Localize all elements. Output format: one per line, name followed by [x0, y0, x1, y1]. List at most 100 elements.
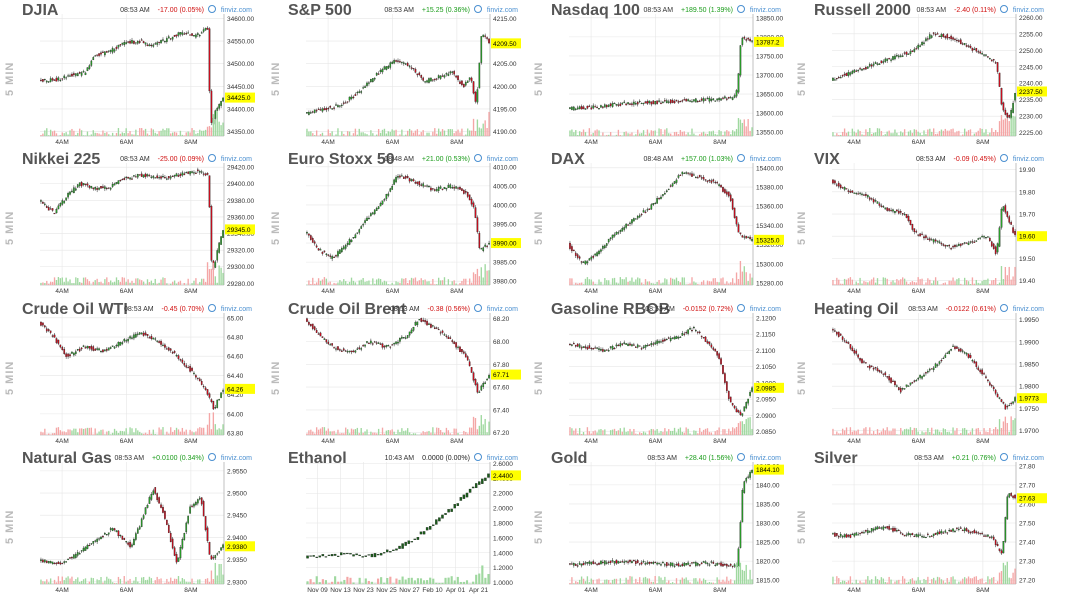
panel-title[interactable]: Crude Oil Brent	[288, 301, 407, 318]
candle	[55, 209, 58, 214]
panel-heatingoil[interactable]: 1.9950 1.9900 1.9850 1.9800 1.9750 1.9700 4AM 6…	[792, 299, 1052, 447]
brand-link[interactable]: finviz.com	[1012, 156, 1044, 163]
brand-link[interactable]: finviz.com	[220, 306, 252, 313]
panel-header: 08:53 AM +28.40 (1.56%) finviz.com	[647, 453, 781, 462]
y-tick-label: 4190.00	[493, 129, 517, 136]
panel-title[interactable]: Heating Oil	[814, 301, 899, 318]
panel-title[interactable]: VIX	[814, 151, 840, 168]
candle	[197, 169, 199, 172]
panel-title[interactable]: Silver	[814, 450, 858, 467]
brand-link[interactable]: finviz.com	[749, 7, 781, 14]
volume-bar	[861, 134, 863, 136]
brand-link[interactable]: finviz.com	[749, 156, 781, 163]
brand-link[interactable]: finviz.com	[486, 7, 518, 14]
candle	[401, 175, 403, 177]
brand-link[interactable]: finviz.com	[1012, 455, 1044, 462]
candle	[932, 239, 935, 243]
volume-bar	[944, 429, 946, 435]
panel-title[interactable]: Gold	[551, 450, 588, 467]
volume-bar	[845, 132, 848, 136]
volume-bar	[166, 578, 168, 584]
candle	[870, 365, 873, 368]
panel-crudeoilwti[interactable]: 65.00 64.80 64.60 64.40 64.20 64.00 63.80 4AM 6A…	[0, 299, 260, 447]
volume-bar	[699, 578, 701, 584]
candle	[706, 180, 709, 182]
candle	[936, 33, 939, 35]
volume-bar	[938, 577, 941, 584]
panel-title[interactable]: Crude Oil WTI	[22, 301, 128, 318]
price-tag	[225, 383, 255, 394]
panel-title[interactable]: Nikkei 225	[22, 151, 101, 168]
panel-eurostoxx50[interactable]: 4010.004005.004000.003995.003990.003985.…	[266, 149, 526, 297]
brand-link[interactable]: finviz.com	[486, 455, 518, 462]
volume-bar	[726, 130, 728, 136]
panel-title[interactable]: Ethanol	[288, 450, 347, 467]
panel-dax[interactable]: 15400.00 15380.00 15360.00 15340.00 15320.00…	[529, 149, 789, 297]
brand-link[interactable]: finviz.com	[220, 156, 252, 163]
volume-bar	[728, 283, 730, 285]
volume-bar	[121, 132, 123, 136]
candle	[169, 38, 172, 40]
panel-sp500[interactable]: 4215.004210.004205.004200.004195.004190.…	[266, 0, 526, 148]
candle	[127, 176, 129, 179]
candle	[973, 241, 976, 243]
panel-nikkei225[interactable]: 29420.00 29400.00 29380.00 29360.00 29340.00…	[0, 149, 260, 297]
brand-link[interactable]: finviz.com	[220, 7, 252, 14]
panel-nasdaq100[interactable]: 13850.0013800.0013750.0013700.0013650.00…	[529, 0, 789, 148]
volume-bar	[708, 281, 711, 285]
panel-djia[interactable]: 34600.00 34550.00 34500.00 34450.00 34400.00…	[0, 0, 260, 148]
volume-bar	[150, 128, 153, 136]
volume-bar	[749, 273, 751, 285]
panel-title[interactable]: Nasdaq 100	[551, 2, 640, 19]
volume-bar	[418, 134, 420, 136]
volume-bar	[716, 577, 718, 584]
volume-bar	[395, 433, 397, 435]
panel-title[interactable]: Euro Stoxx 50	[288, 151, 395, 168]
panel-title[interactable]: DAX	[551, 151, 585, 168]
y-tick-label: 3980.00	[493, 279, 517, 286]
brand-link[interactable]: finviz.com	[220, 455, 252, 462]
volume-bar	[119, 281, 122, 285]
brand-link[interactable]: finviz.com	[749, 455, 781, 462]
volume-bar	[429, 577, 432, 584]
volume-bar	[991, 128, 993, 136]
candle	[111, 47, 114, 53]
volume-bar	[49, 129, 52, 136]
panel-title[interactable]: S&P 500	[288, 2, 352, 19]
panel-gold[interactable]: 1845.001840.001835.001830.001825.001820.…	[529, 448, 789, 596]
candle	[863, 194, 865, 196]
volume-bar	[1004, 118, 1007, 136]
candle	[934, 363, 937, 368]
volume-bar	[193, 280, 195, 285]
candle	[905, 534, 908, 536]
brand-link[interactable]: finviz.com	[749, 306, 781, 313]
y-tick-label: 13750.00	[756, 53, 783, 60]
panel-vix[interactable]: 19.9019.8019.7019.6019.5019.404AM6AM8AM1…	[792, 149, 1052, 297]
panel-silver[interactable]: 27.80 27.70 27.60 27.50 27.40 27.30 27.20 4AM 6A…	[792, 448, 1052, 596]
panel-naturalgas[interactable]: 2.9550 2.9500 2.9450 2.9400 2.9350 2.9300 4AM 6…	[0, 448, 260, 596]
volume-bar	[104, 132, 106, 136]
brand-link[interactable]: finviz.com	[1012, 306, 1044, 313]
panel-title[interactable]: DJIA	[22, 2, 59, 19]
volume-bar	[447, 279, 450, 285]
panel-gasolinerbob[interactable]: 2.12002.11502.11002.10502.10002.09502.09…	[529, 299, 789, 447]
panel-ethanol[interactable]: 2.60002.40002.20002.00001.80001.60001.40…	[266, 448, 526, 596]
volume-bar	[841, 283, 844, 285]
volume-bar	[670, 133, 672, 136]
candle	[373, 553, 377, 558]
brand-link[interactable]: finviz.com	[486, 156, 518, 163]
panel-russell2000[interactable]: 2260.00 2255.00 2250.00 2245.00 2240.00 2235.…	[792, 0, 1052, 148]
panel-title[interactable]: Natural Gas	[22, 450, 112, 467]
brand-link[interactable]: finviz.com	[486, 306, 518, 313]
volume-bar	[191, 431, 193, 435]
panel-title[interactable]: Russell 2000	[814, 2, 911, 19]
price-tag	[225, 224, 255, 235]
panel-crudeoilbrent[interactable]: 68.20 68.00 67.80 67.60 67.40 67.20 4AM 6AM 8AM 6…	[266, 299, 526, 447]
candle	[607, 104, 610, 108]
candle	[894, 381, 896, 386]
candle	[855, 350, 858, 354]
brand-link[interactable]: finviz.com	[1012, 7, 1044, 14]
panel-title[interactable]: Gasoline RBOB	[551, 301, 671, 318]
volume-bar	[46, 128, 48, 136]
volume-bar	[61, 576, 63, 584]
